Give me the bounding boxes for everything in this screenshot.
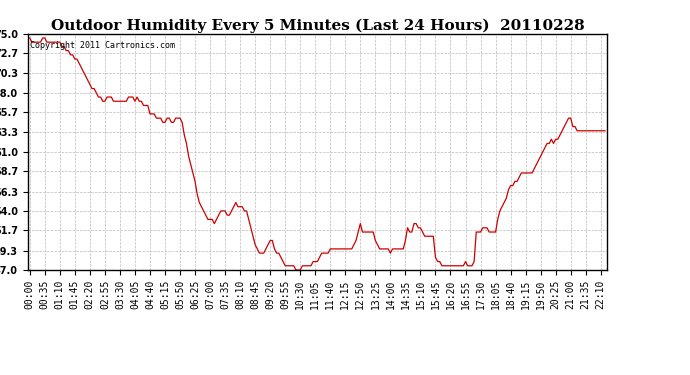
Text: Copyright 2011 Cartronics.com: Copyright 2011 Cartronics.com	[30, 41, 175, 50]
Title: Outdoor Humidity Every 5 Minutes (Last 24 Hours)  20110228: Outdoor Humidity Every 5 Minutes (Last 2…	[50, 18, 584, 33]
